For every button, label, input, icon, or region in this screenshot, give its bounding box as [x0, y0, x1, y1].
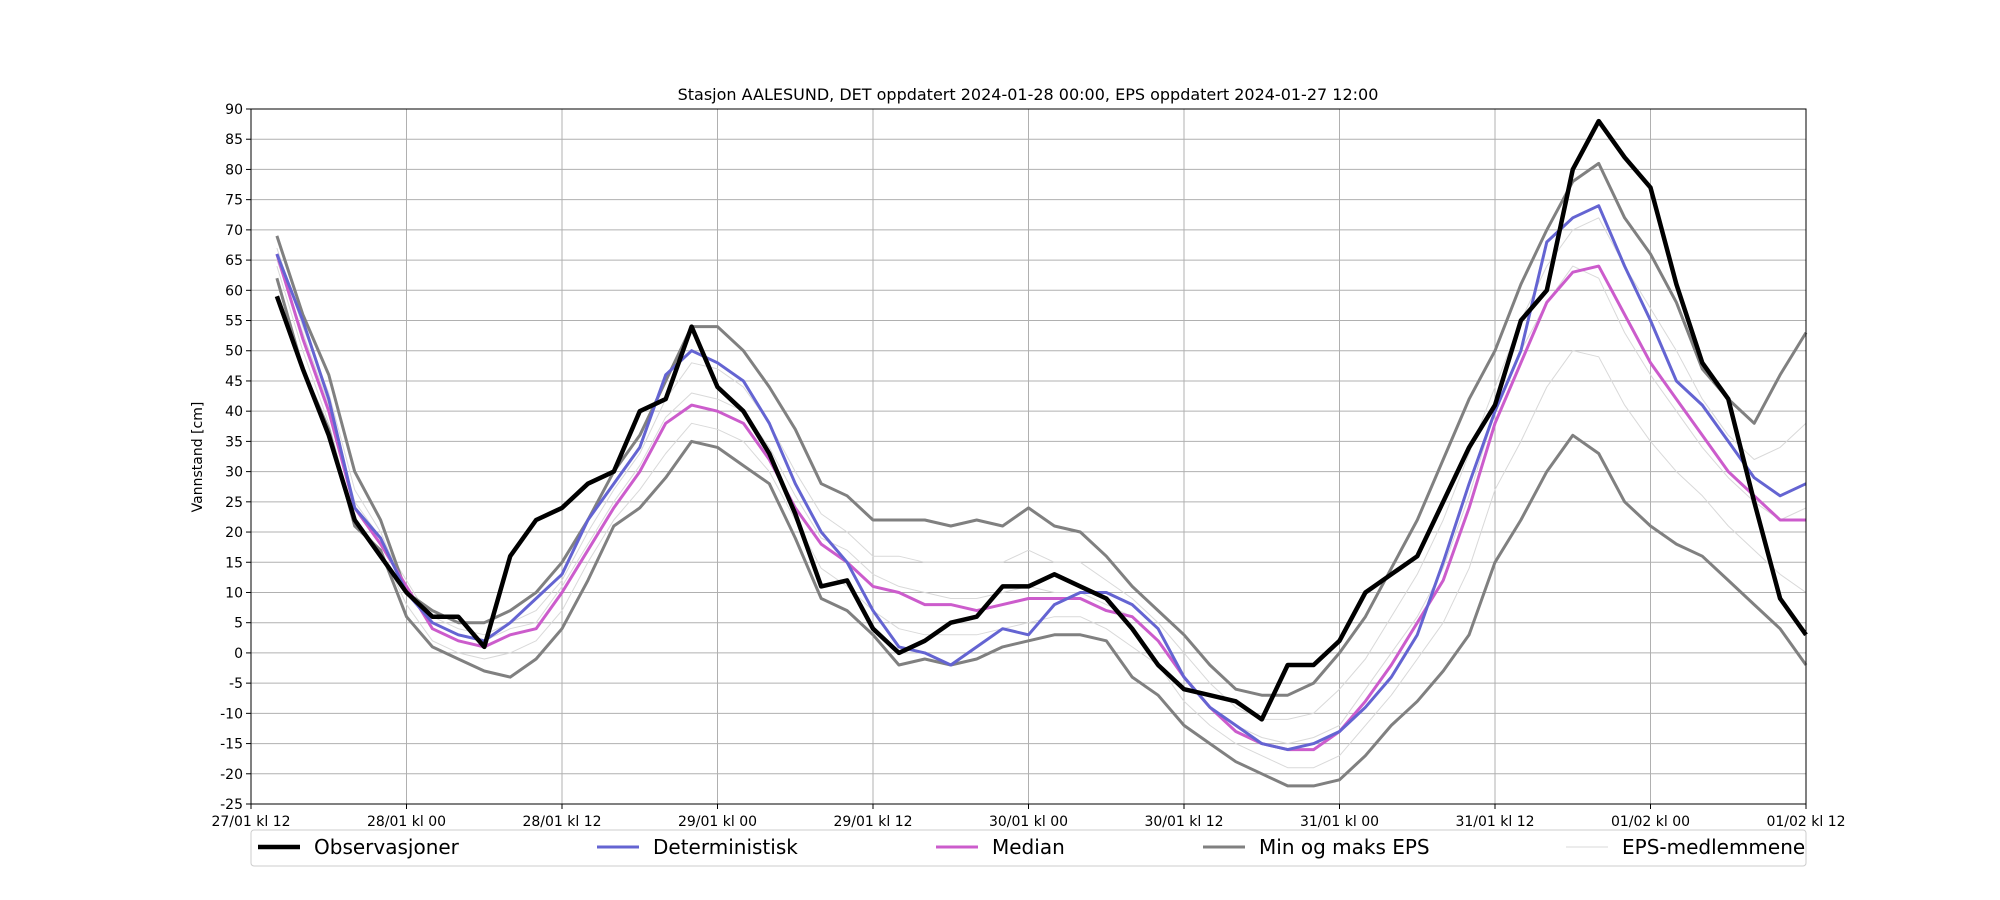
y-tick-label: 55	[225, 314, 243, 330]
eps-max-line	[275, 161, 1808, 697]
series-line	[274, 118, 1808, 722]
eps-member-line	[276, 217, 1807, 720]
x-tick-label: 28/01 kl 12	[522, 814, 601, 830]
chart-title: Stasjon AALESUND, DET oppdatert 2024-01-…	[678, 85, 1379, 104]
y-tick-label: 70	[225, 223, 243, 239]
x-tick-label: 29/01 kl 00	[678, 814, 757, 830]
y-tick-label: -25	[220, 797, 243, 813]
y-tick-label: 45	[225, 374, 243, 390]
legend-label: Deterministisk	[653, 835, 798, 859]
x-tick-label: 01/02 kl 00	[1611, 814, 1690, 830]
legend-label: Min og maks EPS	[1259, 835, 1430, 859]
y-tick-label: 5	[234, 616, 243, 632]
y-tick-label: 15	[225, 555, 243, 571]
x-tick-label: 31/01 kl 12	[1455, 814, 1534, 830]
y-tick-label: -20	[220, 767, 243, 783]
y-tick-label: 75	[225, 193, 243, 209]
legend-label: Observasjoner	[314, 835, 460, 859]
x-tick-label: 01/02 kl 12	[1766, 814, 1845, 830]
legend-box	[250, 829, 1807, 867]
y-tick-label: -10	[220, 706, 243, 722]
x-tick-label: 31/01 kl 00	[1300, 814, 1379, 830]
y-tick-label: 60	[225, 283, 243, 299]
legend-label: EPS-medlemmene	[1622, 835, 1805, 859]
y-tick-label: -15	[220, 737, 243, 753]
x-tick-label: 27/01 kl 12	[211, 814, 290, 830]
y-tick-label: 90	[225, 102, 243, 118]
y-tick-label: 50	[225, 344, 243, 360]
plot-frame	[250, 108, 1807, 805]
y-tick-label: 40	[225, 404, 243, 420]
y-tick-label: 0	[234, 646, 243, 662]
series-line	[275, 253, 1806, 752]
x-tick-label: 28/01 kl 00	[367, 814, 446, 830]
y-tick-label: 85	[225, 132, 243, 148]
eps-min-line	[275, 277, 1808, 788]
x-tick-label: 30/01 kl 00	[989, 814, 1068, 830]
series-line	[275, 204, 1807, 752]
y-tick-label: 65	[225, 253, 243, 269]
y-tick-label: 80	[225, 162, 243, 178]
y-axis-label: Vannstand [cm]	[190, 402, 206, 513]
y-tick-label: 20	[225, 525, 243, 541]
y-tick-label: 30	[225, 465, 243, 481]
y-tick-label: -5	[229, 676, 243, 692]
x-tick-label: 29/01 kl 12	[833, 814, 912, 830]
y-tick-label: 25	[225, 495, 243, 511]
y-tick-label: 35	[225, 434, 243, 450]
legend-label: Median	[992, 835, 1065, 859]
y-tick-label: 10	[225, 585, 243, 601]
x-tick-label: 30/01 kl 12	[1144, 814, 1223, 830]
